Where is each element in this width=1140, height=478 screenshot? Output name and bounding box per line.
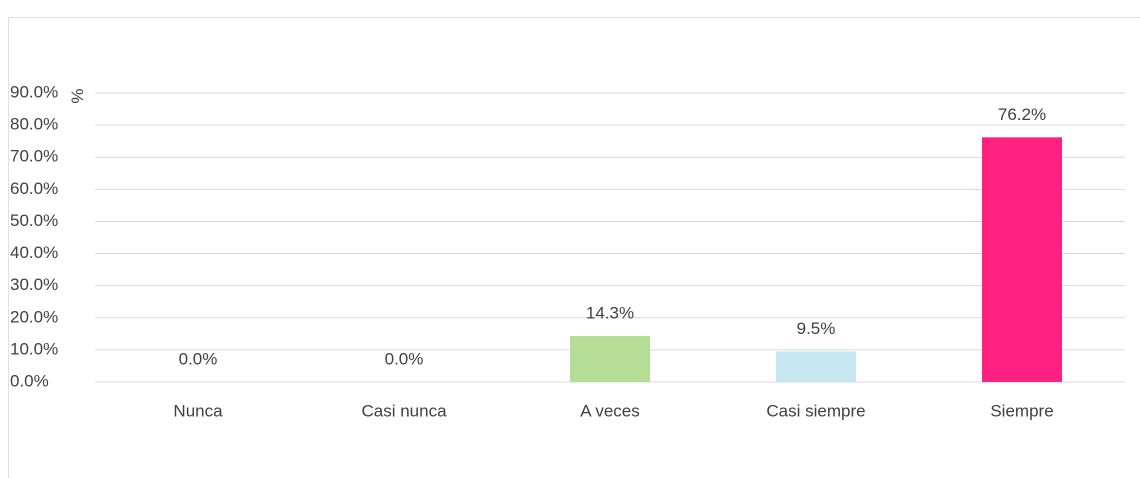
x-tick-label: Casi siempre [766,401,865,420]
data-label: 0.0% [385,349,424,368]
bar [570,336,650,382]
bar [982,137,1062,382]
chart-border [8,17,1140,478]
x-tick-label: Casi nunca [361,401,447,420]
data-label: 76.2% [998,105,1046,124]
x-tick-label: Nunca [173,401,223,420]
data-label: 0.0% [179,349,218,368]
y-axis-label: % [68,88,87,103]
y-tick-label: 50.0% [10,211,58,230]
bar [776,351,856,382]
y-tick-label: 40.0% [10,243,58,262]
y-tick-label: 90.0% [10,82,58,101]
y-tick-label: 80.0% [10,115,58,134]
x-tick-label: A veces [580,401,640,420]
y-tick-label: 20.0% [10,307,58,326]
data-label: 9.5% [797,319,836,338]
data-label: 14.3% [586,304,634,323]
y-tick-label: 60.0% [10,179,58,198]
y-tick-label: 30.0% [10,275,58,294]
y-tick-label: 0.0% [10,371,49,390]
y-tick-label: 10.0% [10,339,58,358]
x-tick-label: Siempre [990,401,1053,420]
y-tick-label: 70.0% [10,147,58,166]
